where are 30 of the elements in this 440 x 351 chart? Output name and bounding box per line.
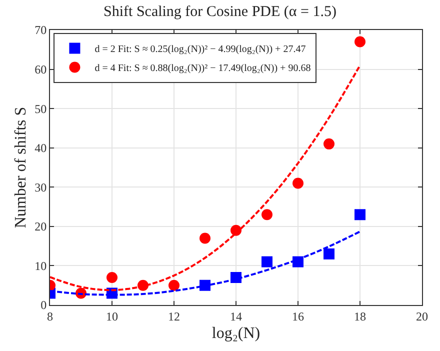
x-axis-title: log₂(N) — [212, 325, 260, 342]
point — [324, 248, 334, 260]
x-tick-label: 16 — [292, 309, 304, 324]
y-tick-label: 70 — [34, 23, 47, 38]
chart-title: Shift Scaling for Cosine PDE (α = 1.5) — [104, 4, 336, 20]
y-tick-label: 0 — [40, 298, 47, 312]
point — [262, 256, 272, 268]
legend-label: d = 2 Fit: S ≈ 0.25(log₂(N))² − 4.99(log₂(N)) + 27.47 — [94, 44, 306, 56]
x-tick-label: 8 — [47, 309, 53, 324]
y-tick-label: 30 — [34, 180, 47, 194]
legend-label: d = 4 Fit: S ≈ 0.88(log₂(N))² − 17.49(log₂(N)) + 90.68 — [94, 63, 311, 74]
point — [324, 138, 334, 150]
x-tick-label: 10 — [106, 309, 118, 324]
y-axis-title: Number of shifts S — [12, 106, 30, 228]
y-tick-label: 60 — [34, 62, 47, 76]
x-tick-label: 12 — [168, 309, 180, 324]
y-tick-label: 50 — [34, 102, 47, 116]
point — [168, 280, 180, 291]
point — [354, 36, 366, 48]
point — [262, 209, 272, 220]
x-tick-label: 18 — [354, 309, 366, 324]
y-tick-label: 20 — [34, 220, 47, 234]
point — [354, 209, 366, 220]
y-tick-label: 10 — [34, 258, 47, 273]
y-tick-label: 40 — [34, 141, 47, 156]
x-tick-label: 14 — [230, 309, 242, 324]
point — [106, 272, 118, 283]
point — [200, 232, 210, 244]
x-tick-label: 20 — [416, 309, 428, 324]
point — [292, 178, 304, 189]
